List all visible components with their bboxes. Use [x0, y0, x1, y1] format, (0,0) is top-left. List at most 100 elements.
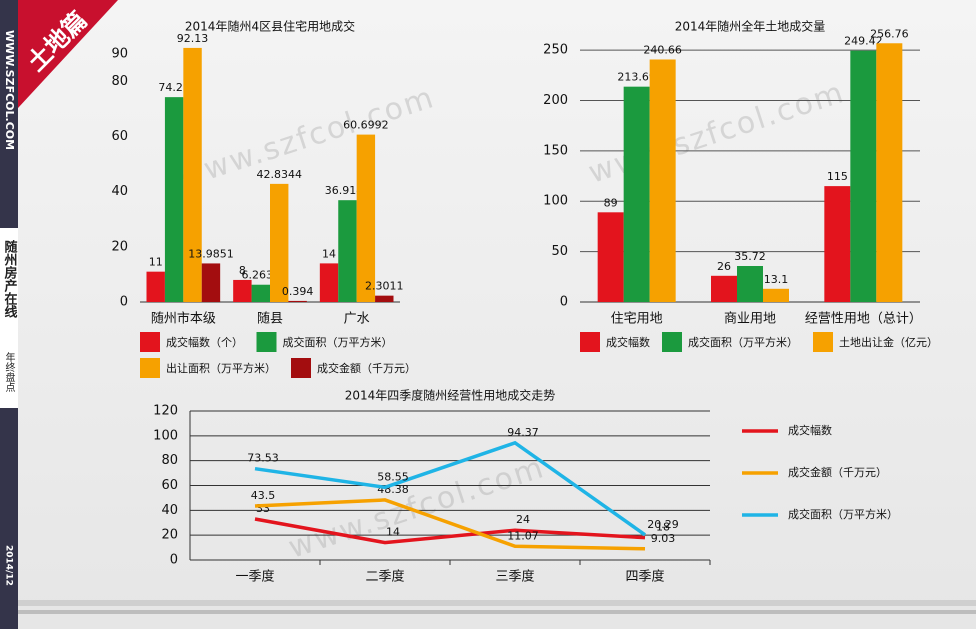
site-label: WWW.SZFCOL.COM	[3, 30, 16, 150]
legend-label: 成交幅数	[606, 335, 650, 349]
x-tick-label: 三季度	[495, 569, 534, 585]
y-tick-label: 60	[111, 129, 128, 144]
bar	[288, 300, 307, 302]
bar-value-label: 89	[604, 196, 618, 209]
bar-value-label: 0.394	[282, 285, 314, 298]
legend-swatch	[256, 332, 277, 352]
point-value-label: 43.5	[251, 489, 276, 502]
bar	[270, 183, 289, 302]
bar	[146, 271, 165, 302]
point-value-label: 73.53	[247, 452, 279, 465]
line-series	[254, 440, 647, 537]
point-value-label: 20.29	[647, 518, 679, 531]
legend-swatch	[140, 332, 160, 352]
bar-value-label: 35.72	[734, 250, 766, 263]
bar-value-label: 213.69	[617, 71, 656, 84]
legend-swatch	[580, 332, 600, 352]
y-tick-label: 100	[153, 428, 178, 443]
legend-label: 成交面积（万平方米）	[283, 335, 393, 349]
bar	[356, 134, 376, 302]
x-tick-label: 住宅用地	[611, 312, 663, 327]
y-tick-label: 150	[543, 143, 568, 158]
bar	[597, 212, 624, 302]
bar	[737, 266, 763, 302]
bar-value-label: 74.28	[158, 81, 190, 94]
bottom-stripe	[18, 600, 976, 606]
bar-value-label: 240.66	[643, 43, 682, 56]
legend-swatch	[291, 358, 311, 378]
x-tick-label: 二季度	[365, 569, 404, 585]
ribbon	[18, 0, 118, 108]
chart-title: 2014年四季度随州经营性用地成交走势	[345, 388, 556, 403]
bar	[233, 279, 252, 302]
bar	[850, 50, 877, 303]
point-value-label: 9.03	[651, 532, 676, 545]
y-tick-label: 90	[111, 46, 128, 61]
bar	[183, 47, 202, 302]
y-tick-label: 0	[120, 295, 128, 310]
y-tick-label: 80	[111, 74, 128, 89]
y-tick-label: 50	[551, 244, 568, 259]
bar-value-label: 8	[239, 264, 246, 277]
bar	[251, 284, 270, 302]
bar-value-label: 249.42	[844, 35, 883, 48]
bar-value-label: 115	[827, 170, 848, 183]
bar-value-label: 2.3011	[365, 280, 404, 293]
sidebar-band	[0, 228, 18, 408]
legend-label: 成交面积（万平方米）	[788, 507, 898, 521]
bar	[201, 263, 221, 302]
line-series	[254, 498, 646, 551]
legend-label: 成交金额（千万元）	[317, 361, 416, 375]
legend-label: 成交面积（万平方米）	[688, 335, 798, 349]
bar-value-label: 13.1	[764, 273, 789, 286]
bar	[623, 86, 650, 302]
x-tick-label: 四季度	[625, 569, 664, 585]
x-tick-label: 商业用地	[724, 312, 776, 327]
bar-value-label: 42.8344	[256, 168, 302, 181]
bar	[319, 263, 339, 302]
legend-swatch	[140, 358, 160, 378]
y-tick-label: 20	[161, 528, 178, 543]
bar-value-label: 14	[322, 247, 336, 260]
y-tick-label: 40	[111, 184, 128, 199]
x-tick-label: 一季度	[235, 569, 274, 585]
point-value-label: 24	[516, 513, 530, 526]
y-tick-label: 40	[161, 503, 178, 518]
bar-value-label: 92.13	[177, 32, 209, 45]
bottom-stripe	[18, 610, 976, 614]
y-tick-label: 0	[170, 553, 178, 568]
legend-swatch	[662, 332, 682, 352]
date-label: 2014/12	[4, 545, 14, 586]
y-tick-label: 0	[560, 295, 568, 310]
bar-value-label: 11	[149, 256, 163, 269]
bar	[876, 43, 903, 302]
bar-value-label: 256.76	[870, 27, 909, 40]
y-tick-label: 80	[161, 453, 178, 468]
legend-label: 土地出让金（亿元）	[839, 335, 938, 349]
y-tick-label: 60	[161, 478, 178, 493]
y-tick-label: 100	[543, 194, 568, 209]
sub-label: 年终盘点	[3, 351, 15, 393]
bar	[164, 97, 184, 302]
bar	[711, 275, 737, 302]
bar-value-label: 26	[717, 260, 731, 273]
bar	[824, 186, 851, 302]
x-tick-label: 广水	[344, 312, 370, 327]
line-series	[254, 517, 646, 545]
x-tick-label: 随州市本级	[151, 311, 216, 327]
x-tick-label: 经营性用地（总计）	[805, 312, 922, 327]
y-tick-label: 250	[543, 43, 568, 58]
bar	[375, 295, 394, 302]
point-value-label: 94.37	[507, 426, 539, 439]
point-value-label: 11.07	[507, 529, 539, 542]
bar-value-label: 60.6992	[343, 119, 389, 132]
y-tick-label: 20	[111, 239, 128, 254]
bar	[649, 59, 676, 302]
y-tick-label: 120	[153, 404, 178, 419]
legend-label: 成交幅数（个）	[166, 335, 243, 349]
chart-title: 2014年随州4区县住宅用地成交	[185, 19, 355, 34]
point-value-label: 58.55	[377, 470, 409, 483]
legend-swatch	[813, 332, 833, 352]
